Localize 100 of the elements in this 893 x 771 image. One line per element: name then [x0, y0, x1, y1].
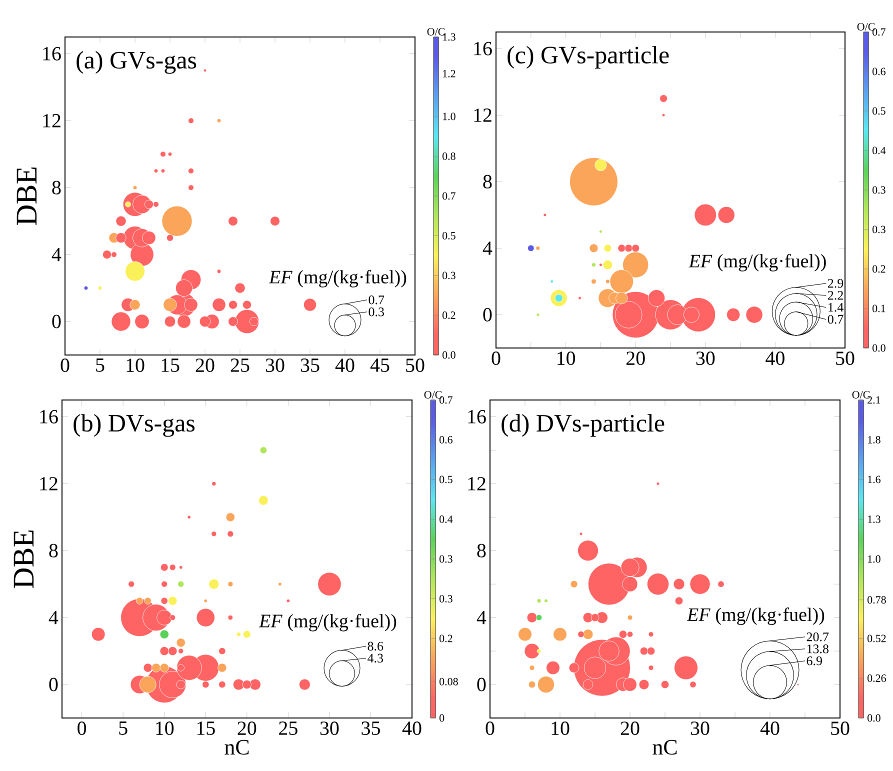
x-tick-label: 35 [362, 722, 380, 735]
legend-label: 4.3 [368, 654, 383, 663]
color-bar-label: 0.2 [442, 312, 456, 319]
y-tick-label: 16 [43, 47, 61, 60]
color-bar-label: 0.8 [442, 152, 456, 160]
color-bar-label: 0.0 [872, 344, 886, 352]
color-bar-label: 0.5 [442, 232, 456, 240]
color-bar-title: O/C [427, 28, 445, 36]
color-bar-label: 0.2 [872, 265, 886, 273]
x-tick-label: 10 [558, 352, 576, 366]
color-bar-label: 0.3 [440, 595, 452, 602]
color-bar-label: 0.5 [440, 476, 452, 484]
x-tick-label: 45 [370, 358, 390, 372]
legend-label: 13.8 [807, 644, 829, 654]
color-bar-label: 1.0 [443, 112, 456, 120]
color-bar-label: 0.5 [872, 107, 886, 115]
y-tick-label: 4 [48, 611, 58, 624]
color-bar-label: 1.3 [868, 516, 880, 523]
x-tick-label: 15 [162, 358, 180, 372]
y-tick-label: 0 [52, 314, 61, 328]
x-tick-label: 30 [696, 352, 715, 366]
legend-title: EF (mg/(kg·fuel)) [258, 614, 396, 632]
x-tick-label: 20 [238, 722, 256, 736]
color-bar-label: 1.8 [868, 436, 880, 444]
y-tick-label: 0 [477, 678, 486, 692]
color-bar-title: O/C [852, 391, 870, 398]
y-tick-label: 16 [474, 42, 492, 56]
legend-label: 0.3 [368, 308, 384, 316]
x-tick-label: 40 [335, 358, 354, 372]
legend-title: EF (mg/(kg·fuel)) [686, 608, 824, 625]
x-tick-label: 20 [626, 352, 645, 366]
text: (c) GVs-particle [508, 46, 669, 69]
color-bar-label: 1.3 [443, 33, 456, 41]
x-tick-label: 15 [197, 722, 215, 735]
y-tick-label: 12 [474, 108, 492, 122]
x-tick-label: 10 [126, 358, 144, 372]
color-bar-label: 0.1 [872, 304, 886, 312]
x-tick-label: 40 [760, 722, 780, 736]
y-tick-label: 4 [52, 248, 62, 262]
y-tick-label: 16 [40, 410, 58, 424]
x-tick-label: 40 [402, 722, 422, 736]
color-bar-label: 0.3 [872, 226, 886, 234]
x-tick-label: 40 [766, 352, 784, 366]
y-axis-title: DBE [14, 530, 34, 588]
y-tick-label: 16 [468, 410, 486, 424]
y-axis-title: DBE [16, 167, 37, 226]
color-bar-label: 0.3 [442, 272, 456, 280]
color-bar-label: 2.1 [868, 396, 880, 404]
color-bar-label: 0.78 [868, 596, 886, 604]
color-bar-label: 0.08 [440, 678, 458, 686]
x-tick-label: 50 [406, 358, 424, 372]
color-bar-label: 0.2 [440, 634, 452, 642]
color-bar-label: 0.0 [868, 714, 880, 722]
x-tick-label: 30 [320, 722, 339, 736]
text: (d) DVs-particle [502, 414, 664, 437]
color-bar-label: 1.0 [868, 555, 880, 563]
x-tick-label: 25 [230, 358, 250, 372]
text: (b) DVs-gas [74, 414, 195, 437]
y-tick-label: 4 [476, 611, 486, 624]
x-axis-title: nC [224, 740, 249, 755]
y-tick-label: 8 [49, 544, 58, 558]
color-bar-label: 0 [440, 714, 444, 722]
legend-label: 8.6 [368, 642, 384, 651]
color-bar-label: 0.4 [872, 146, 886, 154]
x-axis-title: nC [652, 740, 677, 755]
color-bar-label: 0.7 [440, 396, 452, 404]
x-tick-label: 20 [196, 358, 214, 372]
color-bar-label: 0.7 [872, 28, 886, 36]
x-tick-label: 0 [492, 352, 500, 366]
legend-title: EF (mg/(kg·fuel)) [688, 254, 826, 272]
y-tick-label: 0 [483, 308, 492, 322]
x-tick-label: 10 [552, 722, 570, 736]
x-tick-label: 50 [836, 352, 854, 366]
x-tick-label: 20 [620, 722, 640, 736]
x-tick-label: 25 [279, 722, 298, 735]
legend-label: 20.7 [806, 632, 829, 642]
x-tick-label: 5 [96, 358, 104, 372]
y-tick-label: 8 [52, 180, 61, 194]
color-bar-label: 0.3 [872, 186, 886, 194]
color-bar-label: 0.6 [440, 436, 452, 444]
color-bar-title: O/C [424, 391, 442, 398]
color-bar-label: 0.3 [440, 555, 452, 563]
legend-label: 1.4 [828, 302, 844, 312]
y-tick-label: 4 [482, 242, 492, 255]
x-tick-label: 30 [690, 722, 710, 736]
y-tick-label: 12 [40, 477, 58, 490]
color-bar-label: 0.6 [872, 68, 886, 76]
legend-label: 2.9 [828, 278, 844, 288]
text: (a) GVs-gas [76, 51, 196, 74]
legend-label: 0.7 [368, 296, 384, 304]
y-tick-label: 8 [477, 544, 486, 558]
x-tick-label: 50 [831, 722, 850, 736]
color-bar-label: 0.52 [868, 634, 886, 642]
color-bar-label: 0.7 [442, 192, 456, 200]
x-tick-label: 30 [266, 358, 284, 372]
x-tick-label: 35 [300, 358, 320, 372]
y-tick-label: 12 [43, 114, 60, 128]
x-tick-label: 10 [156, 722, 174, 736]
legend-label: 2.2 [828, 290, 843, 300]
color-bar-title: O/C [857, 23, 875, 30]
